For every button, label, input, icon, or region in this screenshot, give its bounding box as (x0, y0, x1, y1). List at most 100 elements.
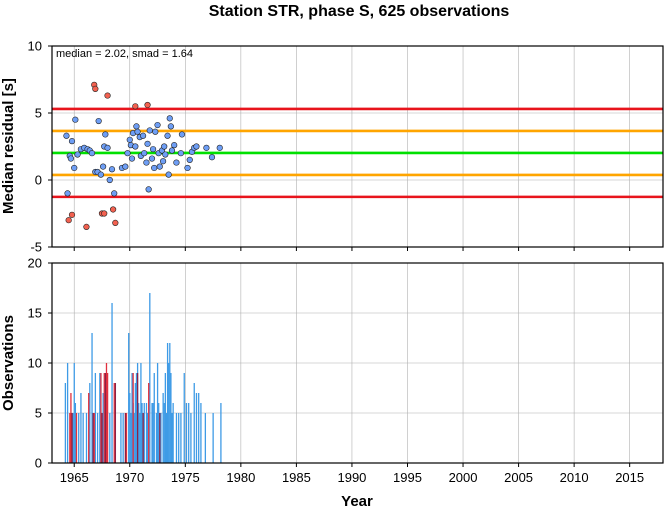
observation-bar (82, 413, 84, 463)
observation-bar (193, 383, 195, 463)
observation-bar (74, 403, 77, 463)
residual-point (193, 143, 200, 150)
residual-point (88, 150, 96, 157)
x-tick-label: 1990 (337, 470, 366, 485)
residual-point (104, 144, 111, 151)
x-tick-label: 1965 (60, 470, 89, 485)
residual-point (165, 171, 172, 178)
observation-bar (190, 413, 192, 463)
residual-point (149, 146, 157, 153)
residual-point (152, 128, 159, 135)
residual-point (124, 150, 131, 157)
observation-bar (72, 413, 74, 463)
x-tick-label: 1995 (393, 470, 422, 485)
observation-bar (153, 373, 155, 463)
observation-bar (172, 403, 174, 463)
observation-bar (96, 413, 99, 463)
outlier-point (104, 92, 111, 99)
observation-bar (93, 413, 95, 463)
observation-bar (183, 373, 185, 463)
observation-bar (140, 363, 142, 463)
observation-bar (69, 413, 71, 463)
residual-point (134, 128, 141, 135)
outlier-point (83, 223, 90, 230)
residual-point (72, 116, 79, 123)
residual-point (177, 150, 184, 157)
x-tick-label: 2015 (615, 470, 644, 485)
observation-bar (175, 413, 178, 463)
observation-bar (92, 413, 94, 463)
observations-y-tick-label: 5 (35, 406, 42, 421)
residual-point (156, 163, 163, 170)
observation-bar (101, 413, 103, 463)
observations-y-tick-label: 0 (35, 456, 42, 471)
observation-bar (122, 413, 124, 463)
residual-point (178, 131, 186, 138)
observation-bar (89, 383, 91, 463)
observation-bar (75, 413, 78, 463)
observation-bar (145, 403, 148, 463)
observation-bar (158, 403, 160, 463)
observation-bar (133, 413, 135, 463)
observation-bar (141, 403, 143, 463)
observation-bar (106, 373, 109, 463)
residual-point (208, 154, 216, 161)
observation-bar (131, 373, 133, 463)
residual-point (102, 131, 109, 138)
residual-point (141, 150, 148, 157)
residual-point (144, 140, 151, 147)
observation-bar (85, 413, 88, 463)
residual-point (168, 147, 176, 154)
observation-bar (159, 413, 161, 463)
x-tick-label: 1980 (226, 470, 255, 485)
residual-point (159, 158, 167, 165)
median-smad-annotation: median = 2.02, smad = 1.64 (56, 48, 193, 60)
observation-bar (64, 383, 67, 463)
observation-bar (212, 413, 214, 463)
outlier-point (144, 101, 151, 109)
observation-bar (149, 293, 151, 463)
observation-bar (138, 403, 140, 463)
observation-bar (88, 393, 90, 463)
x-tick-label: 1975 (171, 470, 200, 485)
observation-bar (80, 393, 82, 463)
residual-point (171, 142, 178, 149)
observation-bar (129, 393, 131, 463)
observation-bar (91, 333, 93, 463)
residual-point (203, 144, 210, 151)
observation-bar (155, 413, 158, 463)
residual-plot-frame (51, 45, 664, 248)
residual-point (167, 123, 174, 130)
observation-bar (160, 413, 162, 463)
x-tick-label: 2010 (560, 470, 589, 485)
residual-point (133, 123, 140, 130)
residual-point (154, 121, 161, 129)
observation-bar (195, 393, 198, 463)
residual-y-tick-label: 10 (28, 39, 42, 54)
residual-point (146, 127, 153, 134)
observation-bar (139, 413, 141, 463)
residual-point (132, 143, 139, 150)
observation-bar (148, 383, 150, 463)
residual-point (162, 151, 169, 158)
outlier-point (65, 217, 72, 224)
residual-point (63, 132, 70, 139)
observation-bar (136, 373, 139, 463)
observation-bar (146, 413, 149, 463)
outlier-point (92, 85, 99, 92)
residual-point (164, 132, 171, 139)
observation-bar (114, 383, 117, 463)
observations-y-tick-label: 20 (28, 256, 42, 271)
observation-bar (128, 333, 130, 463)
residual-point (106, 176, 113, 184)
residual-point (128, 155, 136, 162)
residual-points (63, 81, 223, 230)
observations-tick-labels: 1965 1970 1975 1980 1985 1990 1995 2000 2005 2010… (28, 256, 645, 486)
outlier-point (109, 206, 117, 213)
observation-bar (73, 363, 75, 463)
observation-bar (151, 403, 153, 463)
x-tick-label: 2005 (504, 470, 533, 485)
observation-bar (102, 393, 104, 463)
observation-bar (71, 413, 73, 463)
outlier-point (112, 219, 119, 226)
